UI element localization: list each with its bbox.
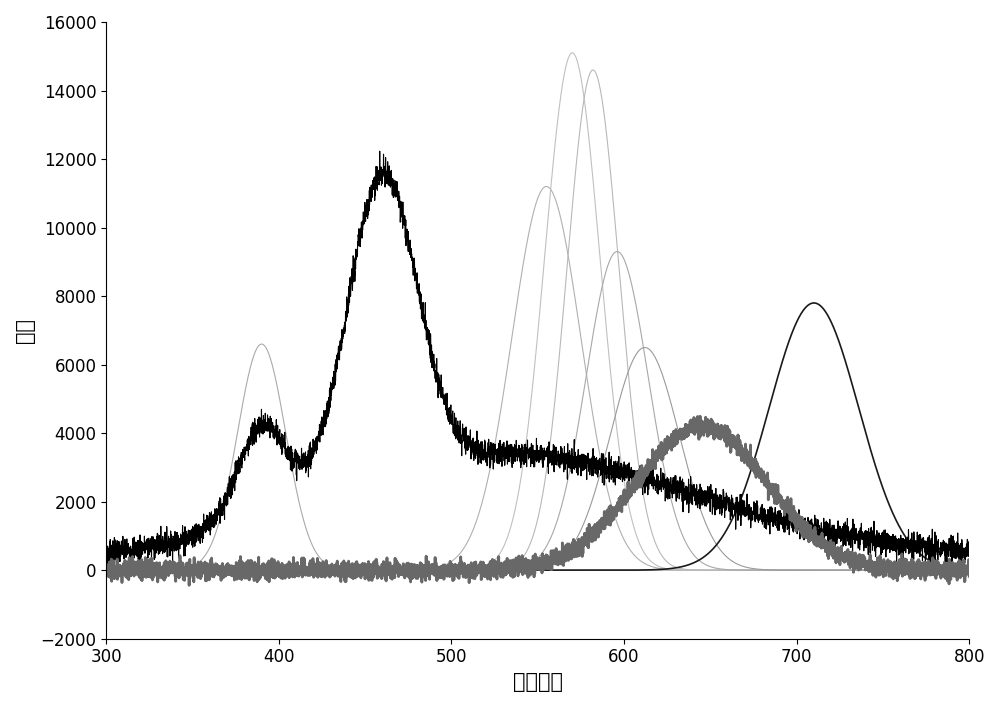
Y-axis label: 强度: 强度 (15, 318, 35, 343)
X-axis label: 光谱波长: 光谱波长 (513, 672, 563, 692)
